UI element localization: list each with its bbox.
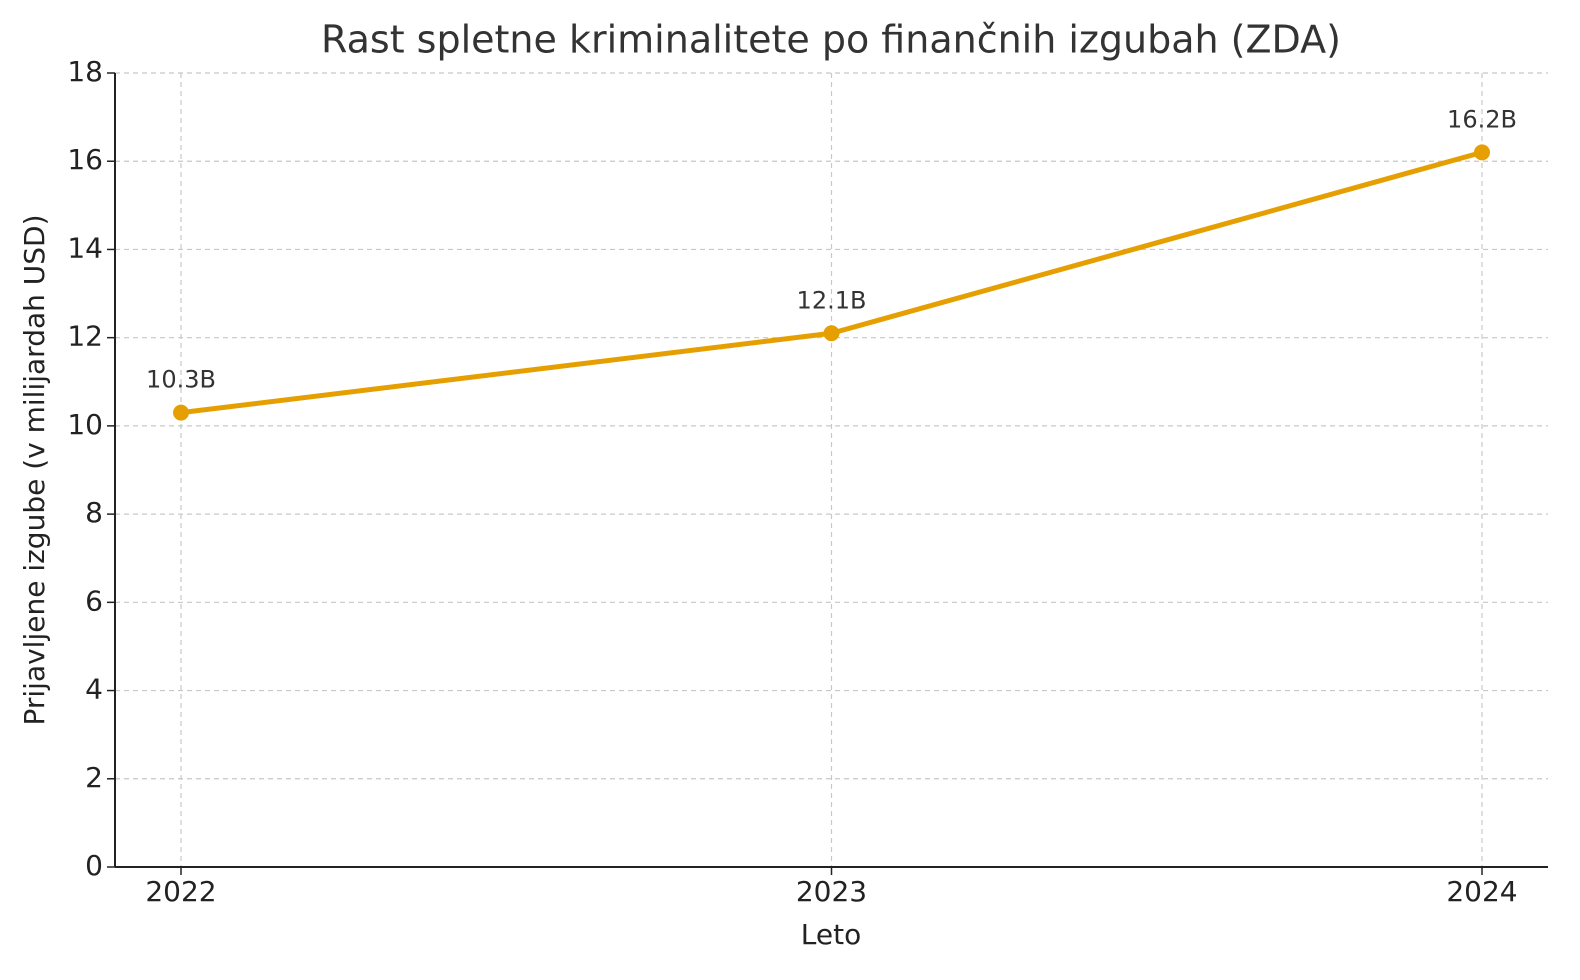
x-tick-label: 2022	[145, 875, 216, 908]
data-label: 16.2B	[1447, 105, 1517, 133]
y-tick-label: 16	[67, 143, 103, 176]
y-tick-label: 4	[85, 673, 103, 706]
point	[173, 404, 189, 421]
y-tick-label: 8	[85, 496, 103, 529]
point	[1474, 144, 1490, 161]
x-axis-label: Leto	[801, 918, 861, 951]
y-tick-label: 6	[85, 584, 103, 617]
y-tick-label: 10	[67, 408, 103, 441]
data-label: 10.3B	[146, 366, 216, 394]
y-tick-label: 0	[85, 849, 103, 882]
y-axis-label: Prijavljene izgube (v milijardah USD)	[18, 214, 51, 725]
y-tick-label: 2	[85, 761, 103, 794]
x-tick-label: 2024	[1446, 875, 1517, 908]
y-tick-label: 18	[67, 55, 103, 88]
x-tick-label: 2023	[796, 875, 867, 908]
y-tick-label: 12	[67, 320, 103, 353]
y-tick-label: 14	[67, 231, 103, 264]
chart-title: Rast spletne kriminalitete po finančnih …	[321, 18, 1341, 62]
data-label: 12.1B	[797, 286, 867, 314]
point	[823, 325, 840, 342]
